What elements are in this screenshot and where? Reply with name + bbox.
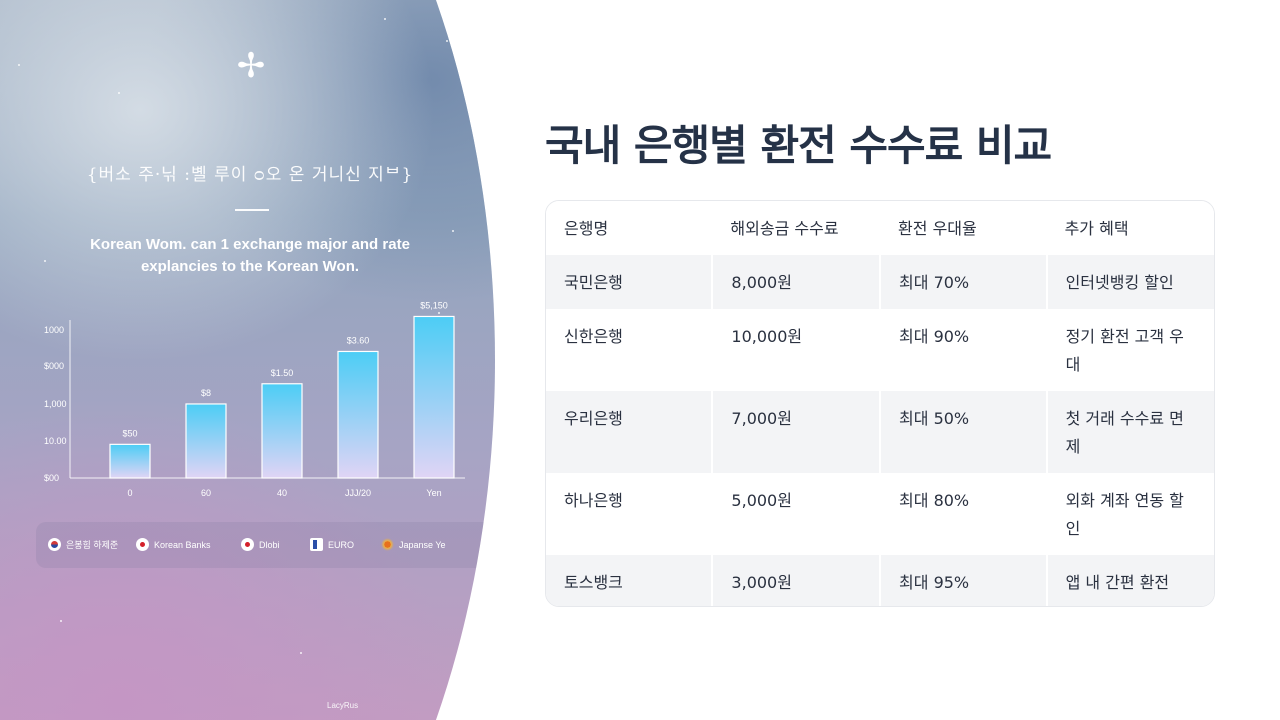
cell-bank: 신한은행 [564, 327, 623, 346]
cell-fee: 5,000원 [711, 473, 881, 555]
y-tick-label: 1000 [44, 325, 64, 335]
comparison-table: 은행명 해외송금 수수료 환전 우대율 추가 혜택 국민은행 8,000원 최대… [545, 200, 1215, 607]
cell-rate: 최대 80% [879, 473, 1047, 555]
table-row: 우리은행 7,000원 최대 50% 첫 거래 수수료 면제 [546, 391, 1214, 473]
table-row: 토스뱅크 3,000원 최대 95% 앱 내 간편 환전 [546, 555, 1214, 606]
flag-icon [381, 538, 394, 551]
legend-item: Dlobi [241, 538, 280, 551]
bar-value-label: $8 [201, 388, 211, 398]
legend-label: Dlobi [259, 539, 280, 550]
flag-icon [136, 538, 149, 551]
x-tick-label: 60 [201, 488, 211, 498]
header-bank: 은행명 [546, 201, 713, 255]
header-benefit: 추가 혜택 [1046, 201, 1214, 255]
cell-rate: 최대 50% [879, 391, 1047, 473]
table-row: 국민은행 8,000원 최대 70% 인터넷뱅킹 할인 [546, 255, 1214, 309]
x-tick-label: 40 [277, 488, 287, 498]
cell-benefit: 정기 환전 고객 우대 [1045, 309, 1214, 391]
exchange-bar-chart: $00 10.00 1,000 $000 1000 $50 0 $8 60 $1.50 40 $3.6… [44, 300, 465, 498]
star-dot [118, 92, 120, 94]
x-tick-label: JJJ/20 [345, 488, 371, 498]
star-dot [18, 64, 20, 66]
flag-icon [48, 538, 61, 551]
cell-fee: 3,000원 [711, 555, 881, 606]
star-dot [300, 652, 302, 654]
cell-fee: 7,000원 [711, 391, 881, 473]
cell-rate: 최대 90% [879, 309, 1047, 391]
legend-item: Japanse Ye [381, 538, 446, 551]
cell-bank: 국민은행 [546, 255, 713, 309]
y-tick-label: $00 [44, 473, 59, 483]
cell-rate: 최대 95% [879, 555, 1047, 606]
legend-label: Korean Banks [154, 539, 211, 550]
cell-bank: 우리은행 [546, 391, 713, 473]
table-row: 하나은행 5,000원 최대 80% 외화 계좌 연동 할인 [546, 473, 1214, 555]
panel-subtitle: Korean Wom. can 1 exchange major and rat… [90, 236, 410, 275]
footer-credit: LacyRus [327, 701, 359, 710]
bar-value-label: $5,150 [420, 300, 448, 310]
legend-label: 은봉힘 하제준 [66, 540, 119, 550]
legend-label: EURO [328, 539, 355, 550]
star-dot [452, 230, 454, 232]
currency-logo-icon: ✢ [236, 46, 266, 86]
page-title: 국내 은행별 환전 수수료 비교 [545, 121, 1052, 170]
flag-icon [310, 538, 323, 551]
cell-benefit: 앱 내 간편 환전 [1045, 555, 1214, 606]
header-rate: 환전 우대율 [880, 201, 1047, 255]
cell-benefit: 첫 거래 수수료 면제 [1045, 391, 1214, 473]
legend-label: Japanse Ye [399, 539, 446, 550]
bar-value-label: $3.60 [347, 335, 370, 345]
chart-bar [413, 315, 455, 479]
table-row: 신한은행 10,000원 최대 90% 정기 환전 고객 우대 [546, 309, 1214, 391]
title-divider [235, 209, 269, 211]
y-tick-label: 10.00 [44, 436, 67, 446]
legend-item: 은봉힘 하제준 [48, 538, 118, 551]
star-dot [44, 260, 46, 262]
chart-bar [261, 383, 303, 479]
star-dot [446, 40, 448, 42]
star-dot [384, 18, 386, 20]
star-dot [438, 312, 440, 314]
chart-legend: 은봉힘 하제준 Korean Banks Dlobi EURO Japanse Ye [36, 522, 495, 568]
star-dot [470, 112, 472, 114]
cell-fee: 8,000원 [711, 255, 881, 309]
cell-benefit: 인터넷뱅킹 할인 [1045, 255, 1214, 309]
x-tick-label: 0 [127, 488, 132, 498]
x-tick-label: Yen [426, 488, 441, 498]
cell-benefit: 외화 계좌 연동 할인 [1045, 473, 1214, 555]
cell-bank: 하나은행 [564, 491, 623, 510]
legend-item: Korean Banks [136, 538, 211, 551]
cell-bank: 토스뱅크 [546, 555, 713, 606]
chart-bar [109, 443, 151, 479]
bar-value-label: $50 [122, 428, 137, 438]
header-remit-fee: 해외송금 수수료 [712, 201, 881, 255]
legend-item: EURO [310, 538, 354, 551]
chart-bar [185, 403, 227, 479]
flag-icon [241, 538, 254, 551]
y-tick-label: $000 [44, 361, 64, 371]
bar-value-label: $1.50 [271, 368, 294, 378]
cell-fee: 10,000원 [711, 309, 881, 391]
panel-title: {버소 주·닊 :볠 루이 ᴑ오 온 거니신 지ᄇ} [86, 165, 414, 185]
table-header-row: 은행명 해외송금 수수료 환전 우대율 추가 혜택 [546, 201, 1214, 255]
star-dot [60, 620, 62, 622]
y-tick-label: 1,000 [44, 399, 67, 409]
chart-bar [337, 350, 379, 479]
cell-rate: 최대 70% [879, 255, 1047, 309]
